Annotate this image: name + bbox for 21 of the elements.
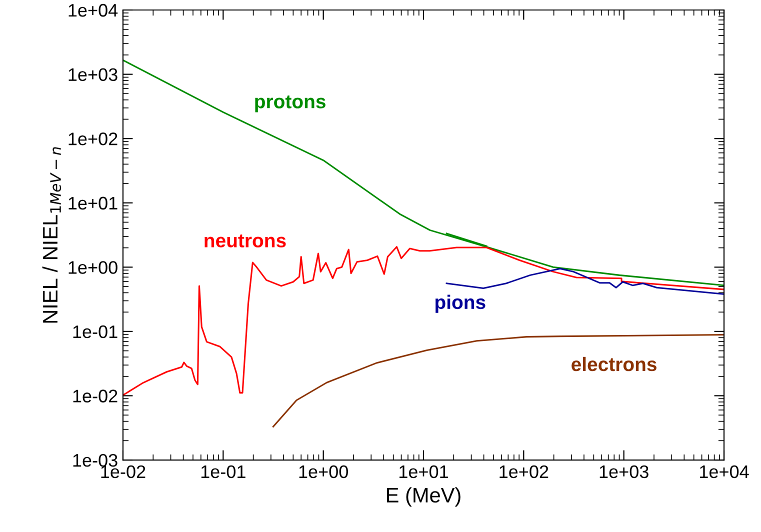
- x-tick-label: 1e+03: [600, 465, 648, 478]
- x-tick-label: 1e-01: [201, 465, 246, 478]
- y-tick-label: 1e+00: [68, 261, 118, 274]
- x-tick-label: 1e+02: [500, 465, 548, 478]
- x-axis-title: E (MeV): [387, 487, 460, 507]
- x-tick-label: 1e+04: [700, 465, 749, 478]
- y-tick-label: 1e-01: [73, 325, 118, 338]
- series-label: pions: [436, 294, 486, 313]
- y-tick-label: 1e-03: [73, 454, 118, 467]
- y-tick-label: 1e+01: [68, 196, 118, 210]
- series-label: electrons: [572, 356, 656, 372]
- y-axis-title: NIEL / NIEL$_{1MeV−n}$: [42, 147, 62, 323]
- y-tick-label: 1e+04: [68, 4, 118, 17]
- x-tick-label: 1e-02: [101, 465, 146, 478]
- series-label: protons: [255, 96, 326, 112]
- series-label: neutrons: [204, 234, 286, 248]
- y-tick-label: 1e+02: [68, 132, 118, 146]
- y-tick-label: 1e+03: [68, 68, 118, 82]
- x-tick-label: 1e+00: [299, 465, 348, 478]
- x-tick-label: 1e+01: [400, 465, 448, 478]
- y-tick-label: 1e-02: [73, 390, 118, 402]
